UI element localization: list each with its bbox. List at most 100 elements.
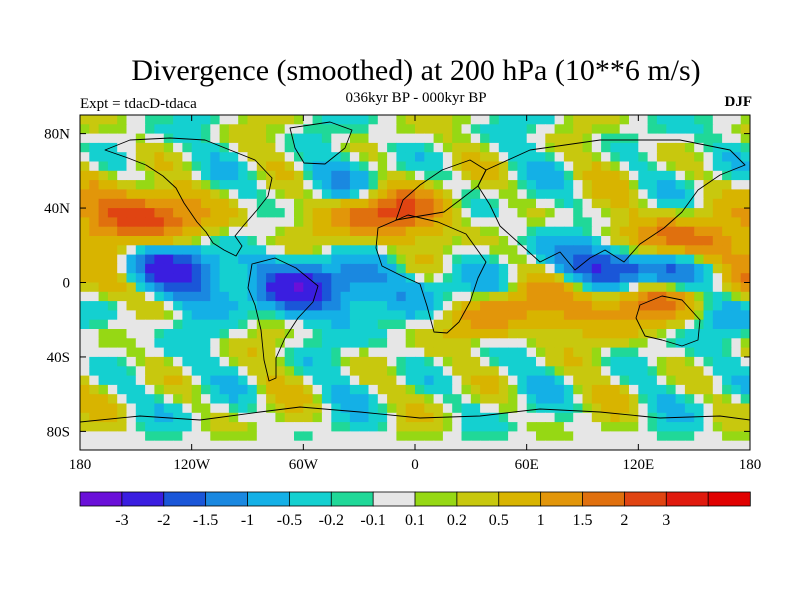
field-cell xyxy=(349,170,360,181)
field-cell xyxy=(638,161,649,172)
field-cell xyxy=(591,319,602,330)
field-cell xyxy=(359,152,370,163)
field-cell xyxy=(656,356,667,367)
field-cell xyxy=(712,403,723,414)
field-cell xyxy=(452,366,463,377)
field-cell xyxy=(582,319,593,330)
field-cell xyxy=(284,375,295,386)
field-cell xyxy=(247,356,258,367)
field-cell xyxy=(135,347,146,358)
field-cell xyxy=(191,422,202,433)
field-cell xyxy=(219,236,230,246)
field-cell xyxy=(321,115,332,125)
field-cell xyxy=(294,152,304,163)
colorbar-label: 1 xyxy=(537,512,545,529)
field-cell xyxy=(405,208,416,219)
field-cell xyxy=(228,329,239,339)
field-cell xyxy=(591,273,602,284)
field-cell xyxy=(684,180,695,191)
field-cell xyxy=(591,440,602,450)
field-cell xyxy=(666,384,677,395)
field-cell xyxy=(656,422,667,433)
field-cell xyxy=(666,161,677,172)
field-cell xyxy=(387,263,398,274)
field-cell xyxy=(173,310,184,321)
field-cell xyxy=(163,217,174,228)
field-cell xyxy=(210,319,221,330)
field-cell xyxy=(601,282,612,293)
field-cell xyxy=(275,124,286,135)
field-cell xyxy=(247,291,258,302)
field-cell xyxy=(331,115,342,125)
field-cell xyxy=(629,170,639,181)
field-cell xyxy=(573,198,584,209)
field-cell xyxy=(480,431,491,442)
field-cell xyxy=(480,338,491,349)
field-cell xyxy=(666,115,677,125)
field-cell xyxy=(470,236,481,246)
field-cell xyxy=(452,217,463,228)
field-cell xyxy=(377,170,388,181)
field-cell xyxy=(508,282,519,293)
field-cell xyxy=(508,124,519,135)
field-cell xyxy=(442,254,453,265)
field-cell xyxy=(349,329,360,339)
field-cell xyxy=(619,319,630,330)
field-cell xyxy=(182,115,193,125)
field-cell xyxy=(461,403,472,414)
field-cell xyxy=(545,217,556,228)
field-cell xyxy=(405,152,416,163)
field-cell xyxy=(470,142,481,153)
field-cell xyxy=(359,384,370,395)
field-cell xyxy=(154,180,165,191)
field-cell xyxy=(526,412,537,423)
field-cell xyxy=(582,347,593,358)
field-cell xyxy=(517,366,528,377)
field-cell xyxy=(98,124,109,135)
field-cell xyxy=(619,217,630,228)
field-cell xyxy=(545,431,556,442)
field-cell xyxy=(498,310,509,321)
field-cell xyxy=(526,384,537,395)
field-cell xyxy=(359,124,370,135)
colorbar-label: -0.2 xyxy=(319,512,344,529)
field-cell xyxy=(349,375,360,386)
field-cell xyxy=(256,310,267,321)
field-cell xyxy=(154,440,165,450)
field-cell xyxy=(247,394,258,405)
field-cell xyxy=(154,245,165,256)
field-cell xyxy=(619,338,630,349)
field-cell xyxy=(126,142,137,153)
field-cell xyxy=(396,273,407,284)
field-cell xyxy=(638,198,649,209)
field-cell xyxy=(89,226,100,237)
field-cell xyxy=(526,338,537,349)
field-cell xyxy=(508,394,519,405)
field-cell xyxy=(107,133,118,144)
field-cell xyxy=(359,431,370,442)
field-cell xyxy=(377,403,388,414)
field-cell xyxy=(610,412,621,423)
field-cell xyxy=(470,319,481,330)
field-cell xyxy=(154,431,165,442)
field-cell xyxy=(359,254,370,265)
field-cell xyxy=(377,198,388,209)
field-cell xyxy=(126,384,137,395)
field-cell xyxy=(331,319,342,330)
field-cell xyxy=(629,356,639,367)
field-cell xyxy=(247,115,258,125)
field-cell xyxy=(182,254,193,265)
field-cell xyxy=(601,347,612,358)
field-cell xyxy=(247,403,258,414)
field-cell xyxy=(256,394,267,405)
field-cell xyxy=(191,263,202,274)
field-cell xyxy=(126,356,137,367)
field-cell xyxy=(470,440,481,450)
field-cell xyxy=(396,329,407,339)
field-cell xyxy=(545,208,556,219)
field-cell xyxy=(638,431,649,442)
field-cell xyxy=(722,403,733,414)
field-cell xyxy=(619,366,630,377)
field-cell xyxy=(154,263,165,274)
field-cell xyxy=(684,375,695,386)
